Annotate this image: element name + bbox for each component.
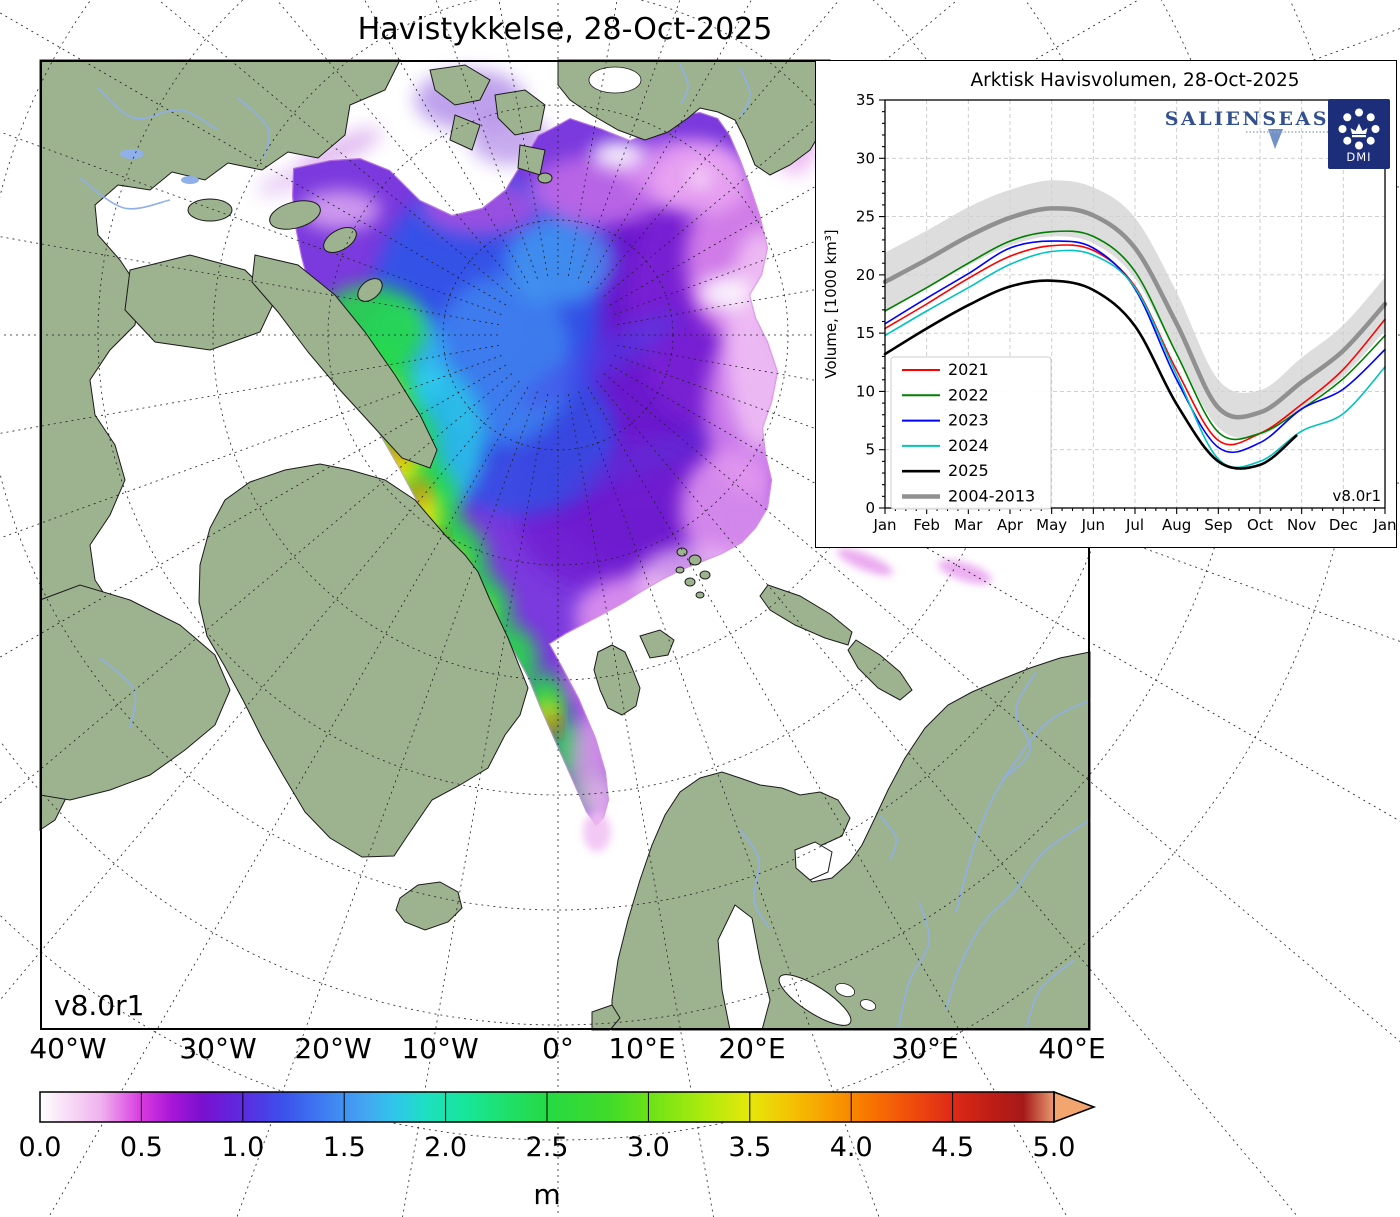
longitude-axis: 40°W 30°W 20°W 10°W 0° 10°E 20°E 30°E 40°E [0, 1032, 1400, 1068]
y-tick-label: 10 [856, 382, 875, 400]
x-tick-label: Dec [1329, 516, 1358, 534]
y-tick-label: 15 [856, 324, 875, 342]
colorbar-tick-label: 1.5 [323, 1132, 366, 1163]
svg-text:DMI: DMI [1346, 150, 1371, 164]
y-tick-label: 30 [856, 149, 875, 167]
axis-ticks [879, 99, 1386, 514]
legend-label: 2022 [948, 385, 989, 404]
x-tick-label: Mar [954, 516, 983, 534]
colorbar-tick-label: 0.5 [120, 1132, 163, 1163]
dmi-logo: DMI [1328, 99, 1390, 169]
x-tick-label: Jan [872, 516, 896, 534]
y-tick-label: 35 [856, 91, 875, 109]
legend-label: 2024 [948, 436, 989, 455]
x-tick-label: Aug [1162, 516, 1191, 534]
colorbar-tick-label: 3.5 [728, 1132, 771, 1163]
x-tick-label: Feb [913, 516, 940, 534]
svg-text:SALIENSEAS: SALIENSEAS [1165, 108, 1329, 130]
x-tick-label: Jun [1081, 516, 1105, 534]
chart-legend: 2021 2022 2023 2024 2025 2004-2013 [890, 356, 1052, 510]
colorbar-tick-label: 3.0 [627, 1132, 670, 1163]
landmasses [39, 59, 1091, 1031]
lon-tick-label: 40°W [29, 1032, 107, 1065]
ice-volume-inset-chart: Jan Feb Mar Apr May Jun Jul Aug Sep Oct Nov Dec Jan 0… [815, 60, 1397, 548]
legend-label: 2004-2013 [948, 487, 1035, 506]
x-tick-label: Apr [997, 516, 1024, 534]
lon-tick-label: 10°W [401, 1032, 479, 1065]
series-2024 [884, 249, 1386, 469]
inset-ylabel: Volume, [1000 km³] [822, 229, 840, 378]
thickness-colorbar: 0.0 0.5 1.0 1.5 2.0 2.5 3.0 3.5 4.0 4.5 5.0 m [19, 1088, 1160, 1213]
lon-tick-label: 30°W [179, 1032, 257, 1065]
y-tick-label: 0 [865, 499, 875, 517]
inset-title: Arktisk Havisvolumen, 28-Oct-2025 [970, 70, 1299, 91]
legend-label: 2021 [948, 360, 989, 379]
lon-tick-label: 30°E [891, 1032, 959, 1065]
lon-tick-label: 10°E [608, 1032, 676, 1065]
series-2025 [883, 279, 1298, 470]
colorbar-unit-label: m [533, 1178, 560, 1211]
x-tick-label: Jul [1125, 516, 1144, 534]
lon-tick-label: 20°W [294, 1032, 372, 1065]
colorbar-tick-label: 5.0 [1033, 1132, 1076, 1163]
climatology-band [885, 180, 1385, 439]
crown-icon [1350, 123, 1368, 138]
series-2004-2013 [882, 206, 1388, 420]
salienseas-logo: SALIENSEAS [1165, 108, 1329, 149]
colorbar-tick-label: 4.0 [830, 1132, 873, 1163]
x-tick-label: Sep [1204, 516, 1232, 534]
y-tick-label: 20 [856, 266, 875, 284]
lon-tick-label: 0° [542, 1032, 574, 1065]
inset-version-label: v8.0r1 [1333, 487, 1381, 505]
colorbar-tick-label: 4.5 [931, 1132, 974, 1163]
map-version-label: v8.0r1 [54, 989, 145, 1022]
salienseas-sail-icon [1268, 129, 1283, 149]
x-tick-label: Nov [1287, 516, 1316, 534]
rivers [79, 63, 1091, 1031]
x-tick-label: May [1036, 516, 1067, 534]
colorbar-tick-label: 1.0 [221, 1132, 264, 1163]
y-tick-label: 25 [856, 208, 875, 226]
colorbar-canvas: 0.0 0.5 1.0 1.5 2.0 2.5 3.0 3.5 4.0 4.5 5.0 m [19, 1090, 1097, 1211]
x-tick-label: Oct [1247, 516, 1273, 534]
lon-tick-label: 40°E [1038, 1032, 1106, 1065]
x-tick-label: Jan [1372, 516, 1396, 534]
colorbar-tick-label: 2.0 [424, 1132, 467, 1163]
figure-title: Havistykkelse, 28-Oct-2025 [357, 12, 773, 47]
inset-chart-canvas: Jan Feb Mar Apr May Jun Jul Aug Sep Oct Nov Dec Jan0… [822, 70, 1397, 534]
colorbar-tick-label: 2.5 [526, 1132, 569, 1163]
colorbar-arrow-icon [1053, 1090, 1097, 1124]
y-tick-label: 5 [865, 441, 875, 459]
colorbar-tick-label: 0.0 [19, 1132, 62, 1163]
legend-label: 2023 [948, 411, 989, 430]
lon-tick-label: 20°E [718, 1032, 786, 1065]
axis-labels: Jan Feb Mar Apr May Jun Jul Aug Sep Oct Nov Dec Jan0… [856, 91, 1397, 534]
legend-label: 2025 [948, 461, 989, 480]
colorbar-tick-labels: 0.0 0.5 1.0 1.5 2.0 2.5 3.0 3.5 4.0 4.5 5.0 [19, 1132, 1076, 1163]
